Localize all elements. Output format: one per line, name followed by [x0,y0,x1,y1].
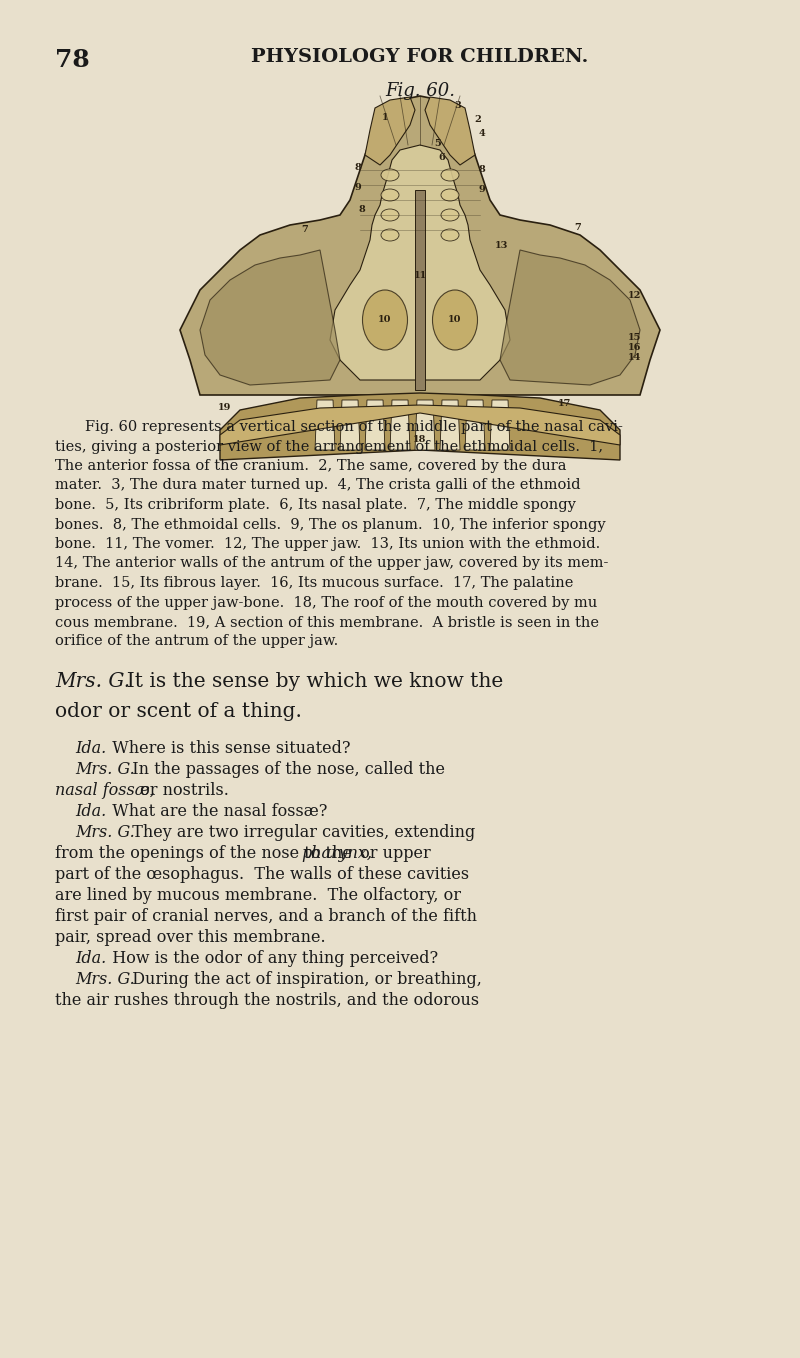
Polygon shape [220,392,620,460]
Polygon shape [180,96,660,395]
Text: are lined by mucous membrane.  The olfactory, or: are lined by mucous membrane. The olfact… [55,887,461,904]
Polygon shape [365,401,385,449]
Text: 11: 11 [414,270,426,280]
Text: They are two irregular cavities, extending: They are two irregular cavities, extendi… [122,824,475,841]
Text: from the openings of the nose to the: from the openings of the nose to the [55,845,357,862]
Text: pharynx,: pharynx, [302,845,373,862]
Polygon shape [465,401,485,449]
Text: Mrs. G.: Mrs. G. [75,760,134,778]
Text: or upper: or upper [355,845,431,862]
Ellipse shape [441,209,459,221]
Polygon shape [425,96,475,166]
Text: In the passages of the nose, called the: In the passages of the nose, called the [122,760,445,778]
Text: 1: 1 [382,114,388,122]
Text: The anterior fossa of the cranium.  2, The same, covered by the dura: The anterior fossa of the cranium. 2, Th… [55,459,566,473]
Text: 18: 18 [414,436,426,444]
Text: 13: 13 [495,240,509,250]
Text: or nostrils.: or nostrils. [135,782,229,799]
Text: orifice of the antrum of the upper jaw.: orifice of the antrum of the upper jaw. [55,634,338,649]
Text: 12: 12 [628,291,642,300]
Text: cous membrane.  19, A section of this membrane.  A bristle is seen in the: cous membrane. 19, A section of this mem… [55,615,599,629]
Text: 17: 17 [558,398,572,407]
Text: How is the odor of any thing perceived?: How is the odor of any thing perceived? [102,951,438,967]
Text: 14: 14 [628,353,642,363]
Polygon shape [330,145,510,380]
Text: nasal fossæ,: nasal fossæ, [55,782,155,799]
Text: Ida.: Ida. [75,951,106,967]
Polygon shape [500,250,640,386]
Ellipse shape [381,209,399,221]
Text: 8: 8 [478,166,486,174]
Text: 4: 4 [478,129,486,137]
Text: 14, The anterior walls of the antrum of the upper jaw, covered by its mem-: 14, The anterior walls of the antrum of … [55,557,608,570]
Text: brane.  15, Its fibrous layer.  16, Its mucous surface.  17, The palatine: brane. 15, Its fibrous layer. 16, Its mu… [55,576,574,589]
Text: bones.  8, The ethmoidal cells.  9, The os planum.  10, The inferior spongy: bones. 8, The ethmoidal cells. 9, The os… [55,517,606,531]
Text: the air rushes through the nostrils, and the odorous: the air rushes through the nostrils, and… [55,991,479,1009]
Text: 10: 10 [448,315,462,325]
Text: 10: 10 [378,315,392,325]
Text: bone.  11, The vomer.  12, The upper jaw.  13, Its union with the ethmoid.: bone. 11, The vomer. 12, The upper jaw. … [55,536,600,551]
Polygon shape [440,401,460,449]
Text: Mrs. G.: Mrs. G. [75,971,134,989]
Text: Mrs. G.: Mrs. G. [75,824,134,841]
Polygon shape [220,405,620,445]
Text: bone.  5, Its cribriform plate.  6, Its nasal plate.  7, The middle spongy: bone. 5, Its cribriform plate. 6, Its na… [55,498,576,512]
Text: PHYSIOLOGY FOR CHILDREN.: PHYSIOLOGY FOR CHILDREN. [251,48,589,67]
Ellipse shape [441,189,459,201]
Text: process of the upper jaw-bone.  18, The roof of the mouth covered by mu: process of the upper jaw-bone. 18, The r… [55,596,598,610]
Polygon shape [390,401,410,449]
Text: 8: 8 [354,163,362,172]
Text: 6: 6 [438,153,446,163]
Text: 7: 7 [574,224,582,232]
Text: Where is this sense situated?: Where is this sense situated? [102,740,350,756]
Text: 5: 5 [434,139,442,148]
Text: Fig. 60 represents a vertical section of the middle part of the nasal cavi-: Fig. 60 represents a vertical section of… [85,420,623,435]
Text: odor or scent of a thing.: odor or scent of a thing. [55,702,302,721]
Text: Ida.: Ida. [75,740,106,756]
Ellipse shape [381,230,399,240]
Text: part of the œsophagus.  The walls of these cavities: part of the œsophagus. The walls of thes… [55,866,469,883]
Text: 7: 7 [302,225,308,235]
Text: pair, spread over this membrane.: pair, spread over this membrane. [55,929,326,947]
Ellipse shape [381,189,399,201]
Text: Fig. 60.: Fig. 60. [385,81,455,100]
Bar [415,190,425,390]
Polygon shape [365,96,415,166]
Text: 19: 19 [218,403,232,413]
Polygon shape [340,401,360,449]
Text: first pair of cranial nerves, and a branch of the fifth: first pair of cranial nerves, and a bran… [55,909,477,925]
Ellipse shape [433,291,478,350]
Text: 78: 78 [55,48,90,72]
Text: Mrs. G.: Mrs. G. [55,672,130,691]
Text: ties, giving a posterior view of the arrangement of the ethmoidal cells.  1,: ties, giving a posterior view of the arr… [55,440,603,454]
Text: 15: 15 [628,334,642,342]
Text: 3: 3 [454,100,462,110]
Ellipse shape [381,168,399,181]
Ellipse shape [441,168,459,181]
Ellipse shape [441,230,459,240]
Polygon shape [200,250,340,386]
Text: 16: 16 [628,344,642,353]
Text: 8: 8 [358,205,366,215]
Text: 2: 2 [474,115,482,125]
Polygon shape [415,401,435,449]
Ellipse shape [362,291,407,350]
Text: It is the sense by which we know the: It is the sense by which we know the [114,672,503,691]
Text: What are the nasal fossæ?: What are the nasal fossæ? [102,803,327,820]
Polygon shape [315,401,335,449]
Text: 9: 9 [478,186,486,194]
Polygon shape [490,401,510,449]
Text: During the act of inspiration, or breathing,: During the act of inspiration, or breath… [122,971,482,989]
Text: mater.  3, The dura mater turned up.  4, The crista galli of the ethmoid: mater. 3, The dura mater turned up. 4, T… [55,478,581,493]
Text: Ida.: Ida. [75,803,106,820]
Text: 9: 9 [354,183,362,193]
